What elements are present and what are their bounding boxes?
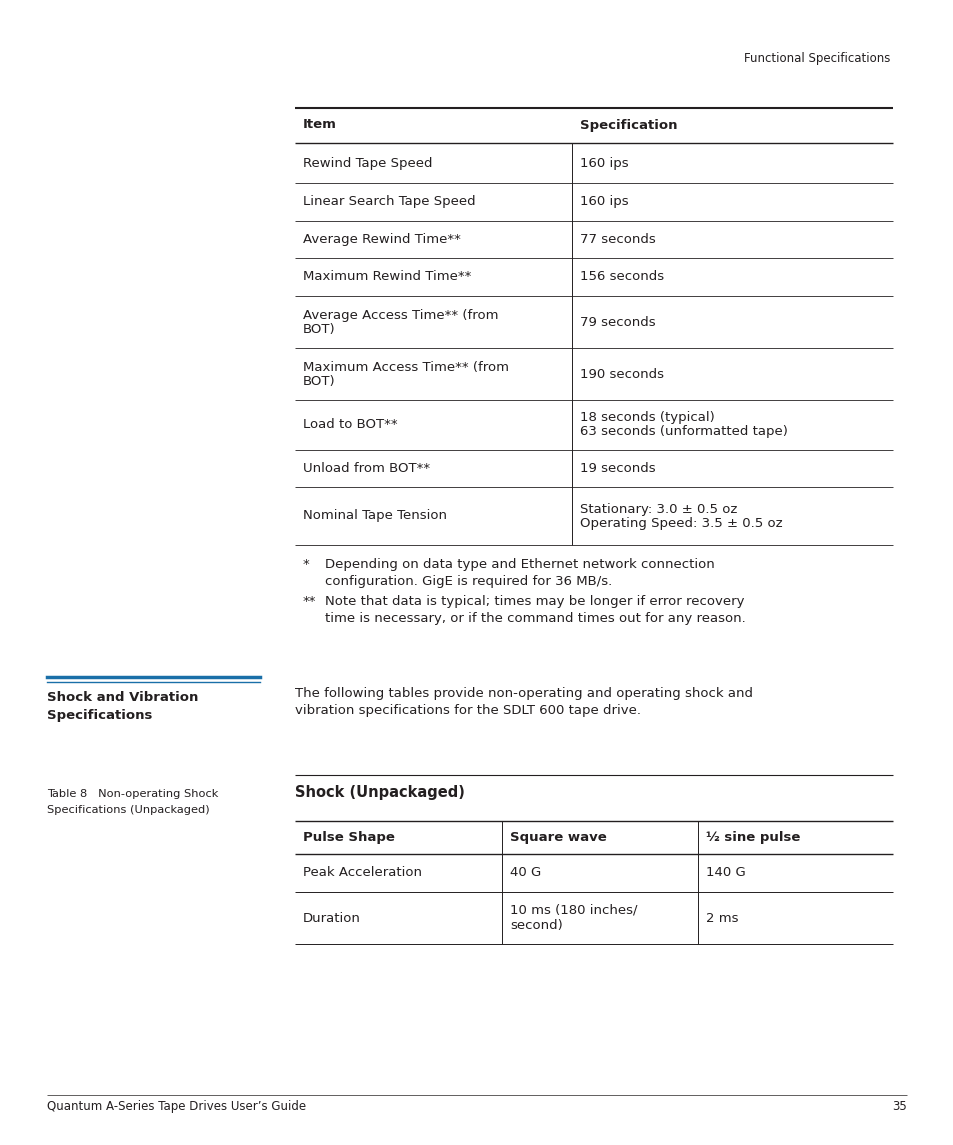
Text: The following tables provide non-operating and operating shock and: The following tables provide non-operati… bbox=[294, 687, 752, 700]
Text: Peak Acceleration: Peak Acceleration bbox=[303, 867, 421, 879]
Text: Operating Speed: 3.5 ± 0.5 oz: Operating Speed: 3.5 ± 0.5 oz bbox=[579, 516, 781, 529]
Text: Note that data is typical; times may be longer if error recovery: Note that data is typical; times may be … bbox=[325, 595, 743, 608]
Text: Rewind Tape Speed: Rewind Tape Speed bbox=[303, 157, 432, 169]
Text: Stationary: 3.0 ± 0.5 oz: Stationary: 3.0 ± 0.5 oz bbox=[579, 503, 737, 515]
Text: Pulse Shape: Pulse Shape bbox=[303, 831, 395, 844]
Text: ½ sine pulse: ½ sine pulse bbox=[705, 831, 800, 844]
Text: Load to BOT**: Load to BOT** bbox=[303, 419, 397, 432]
Text: Shock and Vibration: Shock and Vibration bbox=[47, 690, 198, 704]
Text: Quantum A-Series Tape Drives User’s Guide: Quantum A-Series Tape Drives User’s Guid… bbox=[47, 1100, 306, 1113]
Text: 160 ips: 160 ips bbox=[579, 157, 628, 169]
Text: Nominal Tape Tension: Nominal Tape Tension bbox=[303, 510, 447, 522]
Text: Shock (Unpackaged): Shock (Unpackaged) bbox=[294, 785, 464, 800]
Text: Average Rewind Time**: Average Rewind Time** bbox=[303, 232, 460, 246]
Text: BOT): BOT) bbox=[303, 374, 335, 387]
Text: Specifications: Specifications bbox=[47, 709, 152, 722]
Text: Item: Item bbox=[303, 118, 336, 132]
Text: 63 seconds (unformatted tape): 63 seconds (unformatted tape) bbox=[579, 426, 787, 439]
Text: 18 seconds (typical): 18 seconds (typical) bbox=[579, 411, 714, 425]
Text: Maximum Rewind Time**: Maximum Rewind Time** bbox=[303, 270, 471, 284]
Text: Linear Search Tape Speed: Linear Search Tape Speed bbox=[303, 196, 476, 208]
Text: 10 ms (180 inches/: 10 ms (180 inches/ bbox=[510, 903, 637, 916]
Text: 2 ms: 2 ms bbox=[705, 911, 738, 924]
Text: Depending on data type and Ethernet network connection: Depending on data type and Ethernet netw… bbox=[325, 558, 714, 571]
Text: configuration. GigE is required for 36 MB/s.: configuration. GigE is required for 36 M… bbox=[325, 575, 612, 589]
Text: time is necessary, or if the command times out for any reason.: time is necessary, or if the command tim… bbox=[325, 611, 745, 625]
Text: Specification: Specification bbox=[579, 118, 677, 132]
Text: 77 seconds: 77 seconds bbox=[579, 232, 655, 246]
Text: Maximum Access Time** (from: Maximum Access Time** (from bbox=[303, 361, 509, 373]
Text: *: * bbox=[303, 558, 310, 571]
Text: 40 G: 40 G bbox=[510, 867, 540, 879]
Text: vibration specifications for the SDLT 600 tape drive.: vibration specifications for the SDLT 60… bbox=[294, 704, 640, 717]
Text: 140 G: 140 G bbox=[705, 867, 745, 879]
Text: Specifications (Unpackaged): Specifications (Unpackaged) bbox=[47, 805, 210, 815]
Text: Average Access Time** (from: Average Access Time** (from bbox=[303, 308, 498, 322]
Text: BOT): BOT) bbox=[303, 323, 335, 335]
Text: 156 seconds: 156 seconds bbox=[579, 270, 663, 284]
Text: 190 seconds: 190 seconds bbox=[579, 368, 663, 380]
Text: Functional Specifications: Functional Specifications bbox=[742, 52, 889, 65]
Text: 35: 35 bbox=[891, 1100, 906, 1113]
Text: Square wave: Square wave bbox=[510, 831, 606, 844]
Text: 160 ips: 160 ips bbox=[579, 196, 628, 208]
Text: 79 seconds: 79 seconds bbox=[579, 316, 655, 329]
Text: Duration: Duration bbox=[303, 911, 360, 924]
Text: Unload from BOT**: Unload from BOT** bbox=[303, 461, 430, 475]
Text: Table 8   Non-operating Shock: Table 8 Non-operating Shock bbox=[47, 789, 218, 799]
Text: **: ** bbox=[303, 595, 316, 608]
Text: second): second) bbox=[510, 919, 562, 932]
Text: 19 seconds: 19 seconds bbox=[579, 461, 655, 475]
